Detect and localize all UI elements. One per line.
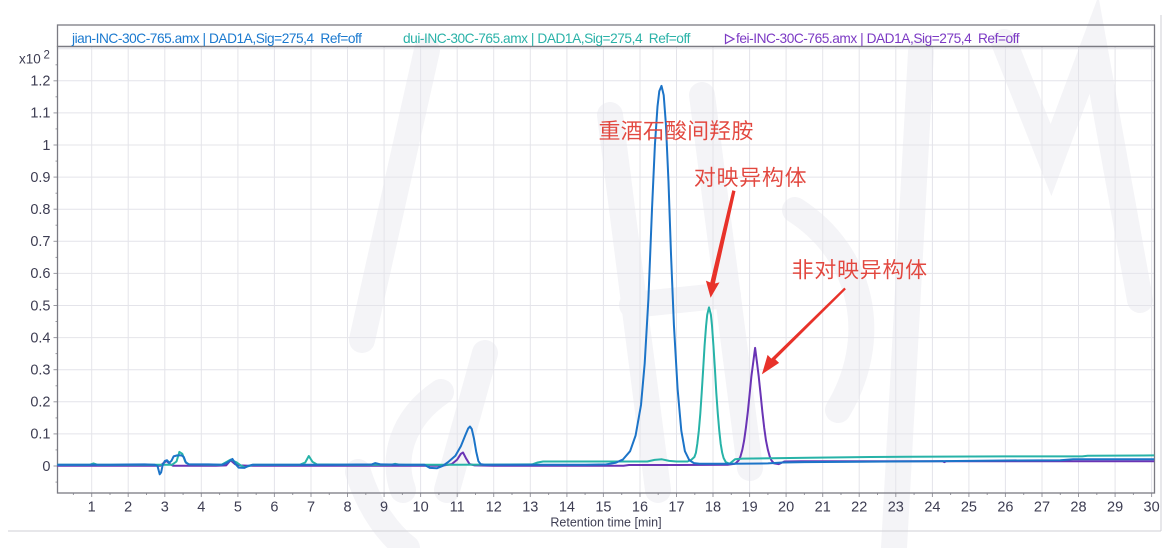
svg-text:4: 4 bbox=[197, 500, 205, 516]
svg-text:1.2: 1.2 bbox=[30, 74, 50, 90]
svg-text:0.4: 0.4 bbox=[30, 330, 50, 346]
svg-text:0.2: 0.2 bbox=[30, 395, 50, 411]
svg-text:7: 7 bbox=[307, 500, 315, 516]
svg-text:6: 6 bbox=[270, 500, 278, 516]
svg-text:16: 16 bbox=[632, 500, 648, 516]
svg-text:Retention time [min]: Retention time [min] bbox=[550, 516, 661, 530]
svg-text:0.3: 0.3 bbox=[30, 363, 50, 379]
svg-text:1.1: 1.1 bbox=[30, 106, 50, 122]
svg-text:0: 0 bbox=[42, 459, 50, 475]
svg-text:17: 17 bbox=[668, 500, 684, 516]
svg-text:20: 20 bbox=[778, 500, 794, 516]
svg-text:0.5: 0.5 bbox=[30, 298, 50, 314]
svg-text:5: 5 bbox=[234, 500, 242, 516]
svg-text:1: 1 bbox=[42, 138, 50, 154]
svg-text:18: 18 bbox=[705, 500, 721, 516]
svg-text:jian-INC-30C-765.amx | DAD1A,S: jian-INC-30C-765.amx | DAD1A,Sig=275,4 R… bbox=[71, 31, 362, 46]
svg-text:fei-INC-30C-765.amx | DAD1A,Si: fei-INC-30C-765.amx | DAD1A,Sig=275,4 Re… bbox=[736, 31, 1020, 46]
svg-text:30: 30 bbox=[1144, 500, 1160, 516]
svg-text:0.6: 0.6 bbox=[30, 266, 50, 282]
svg-text:25: 25 bbox=[961, 500, 977, 516]
svg-text:21: 21 bbox=[815, 500, 831, 516]
svg-text:2: 2 bbox=[44, 49, 50, 61]
svg-text:27: 27 bbox=[1034, 500, 1050, 516]
svg-text:28: 28 bbox=[1070, 500, 1086, 516]
svg-text:24: 24 bbox=[924, 500, 940, 516]
svg-text:0.7: 0.7 bbox=[30, 234, 50, 250]
svg-text:13: 13 bbox=[522, 500, 538, 516]
svg-text:0.9: 0.9 bbox=[30, 170, 50, 186]
svg-text:0.8: 0.8 bbox=[30, 202, 50, 218]
svg-text:1: 1 bbox=[88, 500, 96, 516]
svg-text:19: 19 bbox=[742, 500, 758, 516]
svg-text:12: 12 bbox=[486, 500, 502, 516]
svg-text:0.1: 0.1 bbox=[30, 427, 50, 443]
svg-text:3: 3 bbox=[161, 500, 169, 516]
svg-text:26: 26 bbox=[997, 500, 1013, 516]
svg-text:8: 8 bbox=[343, 500, 351, 516]
svg-text:14: 14 bbox=[559, 500, 575, 516]
svg-text:9: 9 bbox=[380, 500, 388, 516]
svg-text:29: 29 bbox=[1107, 500, 1123, 516]
svg-text:22: 22 bbox=[851, 500, 867, 516]
svg-text:2: 2 bbox=[124, 500, 132, 516]
svg-text:23: 23 bbox=[888, 500, 904, 516]
svg-text:dui-INC-30C-765.amx | DAD1A,Si: dui-INC-30C-765.amx | DAD1A,Sig=275,4 Re… bbox=[403, 31, 691, 46]
svg-text:11: 11 bbox=[450, 500, 465, 516]
svg-text:15: 15 bbox=[595, 500, 611, 516]
svg-text:10: 10 bbox=[413, 500, 429, 516]
svg-text:x10: x10 bbox=[19, 52, 41, 67]
